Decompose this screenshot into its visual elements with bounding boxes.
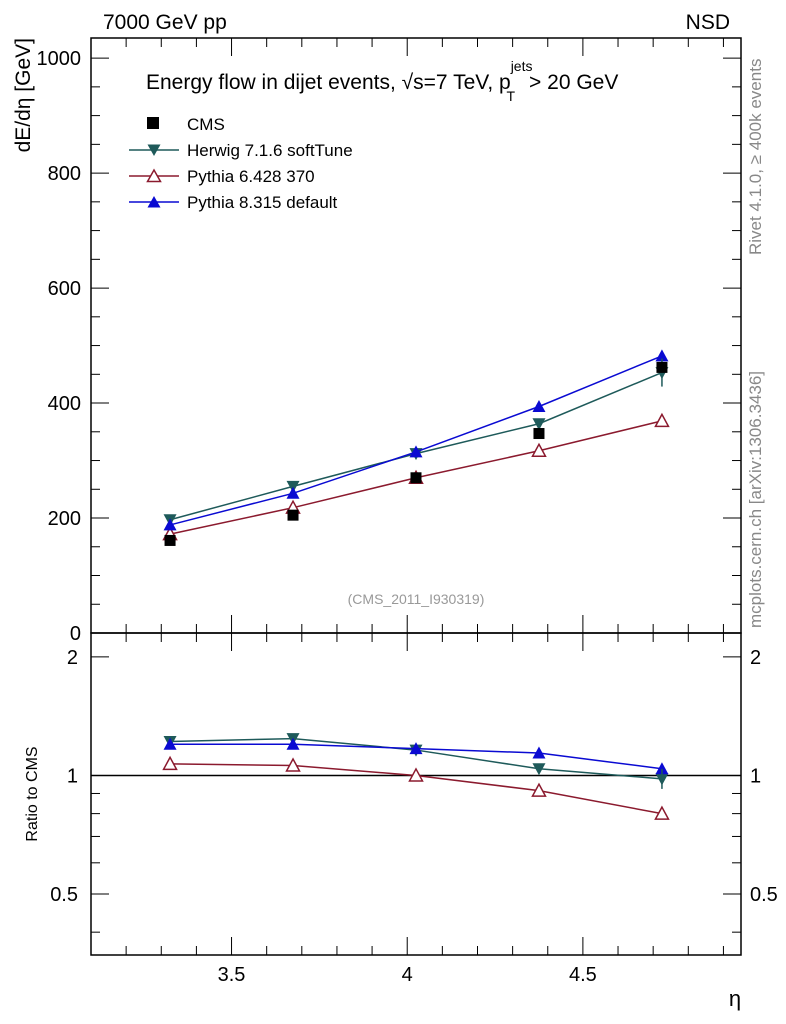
point-pythia6 xyxy=(654,412,670,428)
title-energy: =7 TeV, p xyxy=(424,71,511,94)
side-label-mcplots: mcplots.cern.ch [arXiv:1306.3436] xyxy=(746,371,765,628)
ratio-point-pythia8 xyxy=(286,737,300,750)
ratio-point-pythia8 xyxy=(409,742,423,755)
legend-label-cms: CMS xyxy=(187,115,225,134)
ratio-point-pythia8 xyxy=(532,746,546,759)
ratio-y-axis-label: Ratio to CMS xyxy=(24,746,41,841)
y-tick-label: 200 xyxy=(48,508,81,530)
legend-label-herwig: Herwig 7.1.6 softTune xyxy=(187,141,353,160)
point-cms xyxy=(164,534,176,546)
ratio-point-pythia6 xyxy=(408,767,424,782)
ratio-point-herwig xyxy=(532,763,546,776)
point-pythia6 xyxy=(531,442,547,458)
chart-title: Energy flow in dijet events, √s=7 TeV, p… xyxy=(146,58,618,104)
legend-marker-herwig xyxy=(147,144,161,156)
ratio-tick-label-right: 0.5 xyxy=(750,884,778,906)
legend-marker-pythia8 xyxy=(147,196,161,208)
title-sqrt: √s xyxy=(402,71,424,94)
point-pythia8 xyxy=(409,445,423,458)
ratio-point-pythia6 xyxy=(531,782,547,797)
x-tick-label: 3.5 xyxy=(218,964,246,986)
title-subscript: T xyxy=(506,88,515,104)
title-main: Energy flow in dijet events, xyxy=(146,71,402,94)
y-tick-label: 400 xyxy=(48,393,81,415)
point-pythia8 xyxy=(532,399,546,412)
title-superscript: jets xyxy=(510,58,533,74)
ratio-point-pythia6 xyxy=(285,757,301,772)
legend-marker-pythia6 xyxy=(146,168,162,183)
ratio-point-pythia8 xyxy=(655,762,669,775)
x-tick-label: 4.5 xyxy=(569,964,597,986)
point-herwig xyxy=(532,418,546,431)
x-axis-label: η xyxy=(729,986,741,1011)
ratio-plot-frame xyxy=(90,632,742,956)
side-label-rivet: Rivet 4.1.0, ≥ 400k events xyxy=(746,59,765,255)
legend: CMS Herwig 7.1.6 softTune Pythia 6.428 3… xyxy=(129,115,353,212)
point-cms xyxy=(410,472,422,484)
marks-layer xyxy=(162,349,670,820)
legend-label-pythia8: Pythia 8.315 default xyxy=(187,193,338,212)
ratio-tick-label-right: 2 xyxy=(750,647,761,669)
analysis-watermark: (CMS_2011_I930319) xyxy=(348,591,485,607)
point-pythia8 xyxy=(655,349,669,362)
ratio-point-pythia6 xyxy=(654,805,670,820)
y-tick-label: 800 xyxy=(48,163,81,185)
point-cms xyxy=(656,361,668,373)
ratio-point-pythia6 xyxy=(162,755,178,771)
point-cms xyxy=(533,428,545,440)
point-pythia8 xyxy=(163,518,177,531)
title-tail: > 20 GeV xyxy=(529,71,618,94)
y-axis-label: dE/dη [GeV] xyxy=(12,38,35,152)
header-right: NSD xyxy=(686,11,730,34)
ratio-tick-label-left: 0.5 xyxy=(50,884,78,906)
ratio-point-pythia8 xyxy=(163,737,177,750)
point-cms xyxy=(287,509,299,521)
point-pythia8 xyxy=(286,486,300,499)
header-left: 7000 GeV pp xyxy=(103,11,227,34)
ratio-tick-label-right: 1 xyxy=(750,765,761,787)
legend-marker-cms xyxy=(147,117,159,129)
legend-label-pythia6: Pythia 6.428 370 xyxy=(187,167,315,186)
ratio-tick-label-left: 2 xyxy=(67,647,78,669)
axes-layer: 3.5 4 4.5 0 200 400 600 800 1000 0.5 0.5 1 1 2 2 xyxy=(37,38,778,986)
y-tick-label: 1000 xyxy=(37,48,82,70)
y-tick-label: 600 xyxy=(48,278,81,300)
x-tick-label: 4 xyxy=(402,964,413,986)
y-tick-label: 0 xyxy=(70,623,81,645)
ratio-tick-label-left: 1 xyxy=(67,765,78,787)
